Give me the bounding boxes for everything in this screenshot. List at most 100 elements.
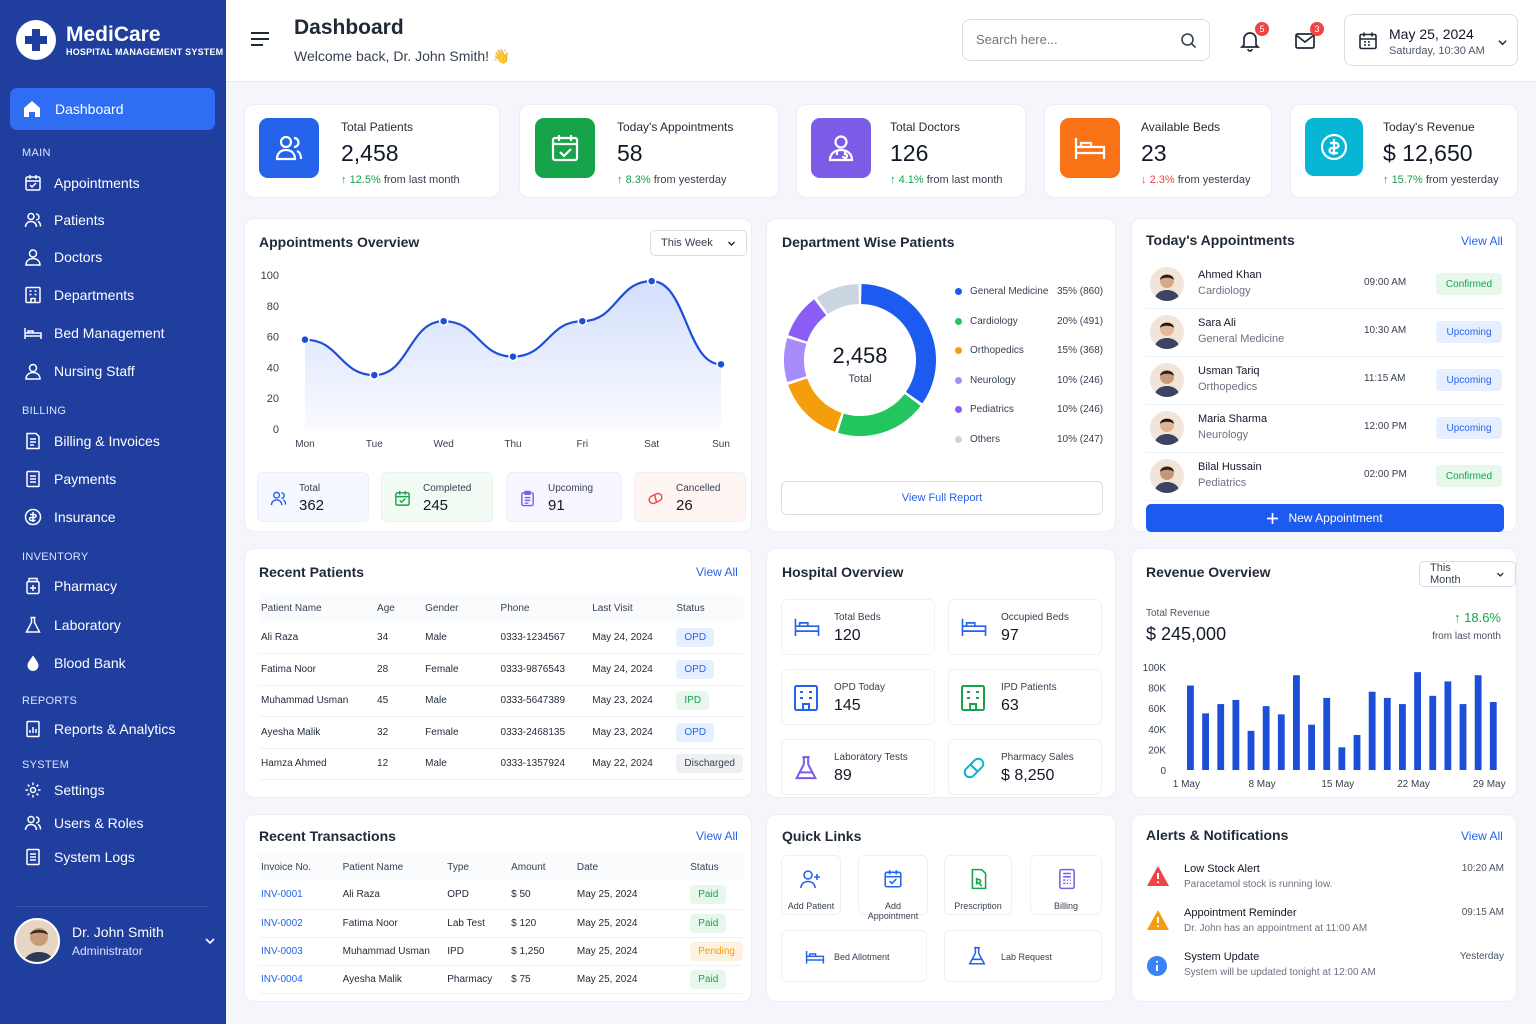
menu-icon[interactable] [250, 30, 270, 48]
sidebar-item-settings[interactable]: Settings [24, 781, 105, 799]
sidebar-item-laboratory[interactable]: Laboratory [24, 616, 121, 634]
sidebar-item-doctors[interactable]: Doctors [24, 248, 102, 266]
revenue-bar[interactable] [1308, 724, 1315, 770]
revenue-bar[interactable] [1247, 730, 1255, 770]
appointment-row[interactable]: Ahmed Khan Cardiology 09:00 AM Confirmed [1146, 261, 1504, 309]
table-row[interactable]: INV-0004 Ayesha Malik Pharmacy $ 75 May 25, … [259, 965, 743, 994]
sidebar-item-blood-bank[interactable]: Blood Bank [24, 654, 126, 672]
revenue-bar[interactable] [1353, 734, 1361, 770]
revenue-bar[interactable] [1217, 704, 1225, 770]
line-point[interactable] [438, 316, 449, 326]
notifications-button[interactable]: 5 [1239, 22, 1269, 57]
stat-card-available-beds[interactable]: Available Beds 23 ↓ 2.3% from yesterday [1044, 104, 1272, 198]
revenue-bar[interactable] [1429, 695, 1437, 770]
donut-slice[interactable] [837, 393, 921, 436]
appointment-row[interactable]: Usman Tariq Orthopedics 11:15 AM Upcomin… [1146, 357, 1504, 405]
sidebar-item-bed-management[interactable]: Bed Management [24, 324, 165, 342]
table-row[interactable]: Muhammad Usman 45 Male 0333-5647389 May 23, … [259, 685, 743, 717]
stat-card-todays-appointments[interactable]: Today's Appointments 58 ↑ 8.3% from yest… [519, 104, 779, 198]
table-row[interactable]: INV-0002 Fatima Noor Lab Test $ 120 May 25, … [259, 909, 743, 938]
table-cell: 0333-2468135 [500, 716, 593, 749]
line-point[interactable] [369, 370, 380, 380]
revenue-bar[interactable] [1202, 713, 1209, 770]
revenue-bar[interactable] [1489, 702, 1497, 770]
revenue-bar[interactable] [1414, 672, 1421, 770]
view-all-link[interactable]: View All [696, 565, 738, 579]
appointment-row[interactable]: Bilal Hussain Pediatrics 02:00 PM Confir… [1146, 453, 1504, 501]
invoice-link[interactable]: INV-0001 [259, 881, 343, 910]
search-input[interactable] [976, 32, 1166, 47]
revenue-bar[interactable] [1368, 691, 1376, 770]
table-row[interactable]: Ayesha Malik 32 Female 0333-2468135 May 23, … [259, 716, 743, 749]
view-all-link[interactable]: View All [1461, 234, 1503, 248]
sidebar-item-appointments[interactable]: Appointments [24, 174, 140, 192]
week-filter-dropdown[interactable]: This Week [650, 230, 747, 256]
new-appointment-button[interactable]: New Appointment [1146, 504, 1504, 532]
month-filter-dropdown[interactable]: This Month [1419, 561, 1516, 587]
invoice-link[interactable]: INV-0004 [259, 965, 343, 994]
user-profile[interactable]: Dr. John Smith Administrator [14, 918, 216, 964]
line-point[interactable] [508, 351, 518, 362]
table-row[interactable]: Ali Raza 34 Male 0333-1234567 May 24, 2024 OP… [259, 622, 743, 654]
quick-link-billing[interactable]: Billing [1030, 855, 1102, 915]
line-point[interactable] [716, 359, 726, 370]
stat-card-total-patients[interactable]: Total Patients 2,458 ↑ 12.5% from last m… [244, 104, 500, 198]
date-selector[interactable]: May 25, 2024 Saturday, 10:30 AM [1344, 14, 1518, 66]
view-full-report-button[interactable]: View Full Report [781, 481, 1103, 515]
revenue-bar[interactable] [1187, 685, 1194, 770]
revenue-bar[interactable] [1277, 714, 1285, 770]
quick-link-add-appointment[interactable]: Add Appointment [858, 855, 928, 921]
revenue-bar[interactable] [1399, 704, 1406, 770]
revenue-bar[interactable] [1459, 704, 1467, 770]
sidebar-item-pharmacy[interactable]: Pharmacy [24, 577, 117, 595]
sidebar-item-billing-invoices[interactable]: Billing & Invoices [24, 432, 160, 450]
line-point[interactable] [300, 334, 310, 345]
table-row[interactable]: Fatima Noor 28 Female 0333-9876543 May 24, 2… [259, 653, 743, 686]
revenue-bar[interactable] [1293, 675, 1300, 770]
invoice-link[interactable]: INV-0002 [259, 909, 343, 938]
chevron-down-icon[interactable] [204, 935, 216, 947]
sidebar-item-reports-analytics[interactable]: Reports & Analytics [24, 720, 175, 738]
table-row[interactable]: INV-0001 Ali Raza OPD $ 50 May 25, 2024 Paid [259, 881, 743, 910]
invoice-link[interactable]: INV-0003 [259, 937, 343, 966]
appointment-row[interactable]: Sara Ali General Medicine 10:30 AM Upcom… [1146, 309, 1504, 357]
sidebar-item-patients[interactable]: Patients [24, 211, 105, 229]
table-cell: May 23, 2024 [592, 716, 677, 749]
stat-card-todays-revenue[interactable]: Today's Revenue $ 12,650 ↑ 15.7% from ye… [1290, 104, 1518, 198]
sidebar-item-departments[interactable]: Departments [24, 286, 134, 304]
sidebar-item-system-logs[interactable]: System Logs [24, 848, 135, 866]
stat-value: 23 [1141, 140, 1167, 166]
donut-slice[interactable] [788, 299, 827, 343]
donut-slice[interactable] [788, 377, 843, 432]
revenue-bar[interactable] [1338, 747, 1346, 770]
donut-slice[interactable] [784, 337, 807, 383]
table-row[interactable]: INV-0003 Muhammad Usman IPD $ 1,250 May 25, … [259, 937, 743, 966]
sidebar-item-insurance[interactable]: Insurance [24, 508, 115, 526]
brand[interactable]: MediCare HOSPITAL MANAGEMENT SYSTEM [16, 20, 223, 60]
sidebar-item-dashboard[interactable]: Dashboard [10, 88, 215, 130]
revenue-bar[interactable] [1383, 697, 1391, 770]
quick-link-add-patient[interactable]: Add Patient [781, 855, 841, 915]
revenue-bar[interactable] [1474, 675, 1482, 770]
table-row[interactable]: Hamza Ahmed 12 Male 0333-1357924 May 22, 202… [259, 748, 743, 780]
quick-link-lab-request[interactable]: Lab Request [944, 930, 1102, 982]
sidebar-item-users-roles[interactable]: Users & Roles [24, 814, 143, 832]
messages-button[interactable]: 3 [1294, 22, 1324, 57]
revenue-bar[interactable] [1444, 681, 1452, 770]
donut-slice[interactable] [816, 284, 860, 315]
sidebar-item-payments[interactable]: Payments [24, 470, 116, 488]
line-point[interactable] [646, 276, 657, 286]
revenue-bar[interactable] [1232, 699, 1240, 770]
revenue-bar[interactable] [1323, 697, 1331, 770]
view-all-link[interactable]: View All [1461, 829, 1503, 843]
quick-link-prescription[interactable]: Prescription [944, 855, 1012, 915]
revenue-bar[interactable] [1262, 706, 1270, 770]
line-point[interactable] [577, 316, 588, 326]
appointment-row[interactable]: Maria Sharma Neurology 12:00 PM Upcoming [1146, 405, 1504, 453]
sidebar-item-nursing-staff[interactable]: Nursing Staff [24, 362, 135, 380]
quick-link-bed-allotment[interactable]: Bed Allotment [781, 930, 927, 982]
donut-slice[interactable] [860, 284, 936, 404]
view-all-link[interactable]: View All [696, 829, 738, 843]
search-icon[interactable] [1180, 32, 1197, 49]
stat-card-total-doctors[interactable]: Total Doctors 126 ↑ 4.1% from last month [796, 104, 1026, 198]
